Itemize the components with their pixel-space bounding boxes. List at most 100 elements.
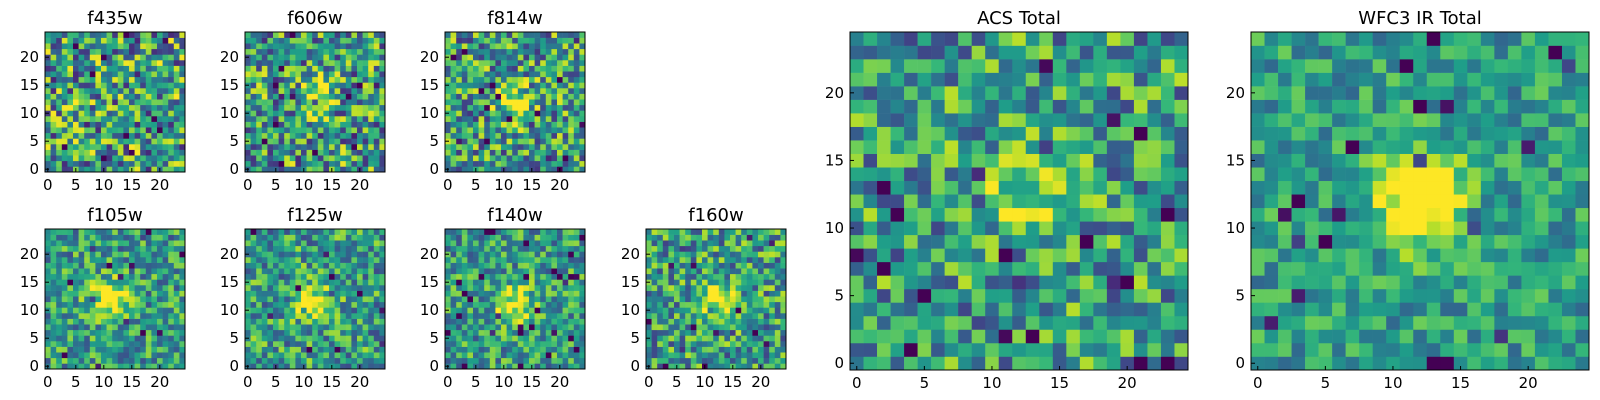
pixel-cell [707,352,714,359]
pixel-cell [373,65,380,72]
pixel-cell [368,127,375,134]
pixel-cell [295,104,302,111]
pixel-cell [495,121,502,128]
pixel-cell [679,324,686,331]
pixel-cell [517,127,524,134]
pixel-cell [674,329,680,336]
pixel-cell [256,88,263,94]
pixel-cell [123,279,130,286]
pixel-cell [685,229,692,235]
pixel-cell [568,99,575,106]
pixel-cell [78,65,85,72]
pixel-cell [123,363,130,370]
pixel-cell [151,82,158,89]
pixel-cell [84,144,91,150]
pixel-cell [78,43,85,50]
pixel-cell [501,229,507,235]
pixel-cell [685,346,692,353]
pixel-cell [450,76,457,83]
pixel-cell [1147,275,1162,290]
pixel-cell [735,335,742,342]
pixel-cell [523,127,530,134]
pixel-cell [1160,207,1175,222]
pixel-cell [106,116,113,122]
pixel-cell [1174,275,1189,290]
pixel-cell [685,335,692,342]
pixel-cell [473,352,479,359]
pixel-cell [456,144,463,150]
pixel-cell [73,329,79,336]
x-tick-label: 15 [322,176,341,194]
pixel-cell [73,138,79,145]
pixel-cell [267,37,274,44]
pixel-cell [579,166,586,173]
pixel-cell [345,346,352,353]
pixel-cell [56,149,63,156]
pixel-cell [657,234,664,241]
pixel-cell [685,307,692,314]
pixel-cell [368,229,375,235]
pixel-cell [168,273,175,280]
pixel-cell [985,167,1000,182]
pixel-cell [467,279,474,286]
pixel-cell [512,65,519,72]
pixel-cell [523,301,530,308]
pixel-cell [157,93,163,100]
pixel-cell [657,352,664,359]
pixel-cell [334,279,341,286]
pixel-cell [741,273,748,280]
pixel-cell [512,240,519,247]
pixel-cell [746,318,753,325]
pixel-cell [273,285,279,291]
pixel-cell [568,229,575,235]
pixel-cell [523,99,530,106]
pixel-cell [179,99,186,106]
pixel-cell [245,313,251,319]
pixel-cell [157,307,163,314]
pixel-cell [73,290,79,297]
pixel-cell [735,352,742,359]
pixel-cell [456,301,463,308]
pixel-cell [123,138,130,145]
pixel-cell [573,229,580,235]
pixel-cell [179,285,186,291]
pixel-cell [289,285,296,291]
pixel-cell [61,257,68,263]
pixel-cell [702,279,708,286]
pixel-cell [245,43,251,50]
pixel-cell [484,240,491,247]
pixel-cell [329,352,335,359]
pixel-cell [323,324,330,331]
pixel-cell [495,296,502,303]
pixel-cell [256,257,263,263]
pixel-cell [362,329,369,336]
pixel-cell [696,329,703,336]
pixel-cell [112,357,119,364]
pixel-cell [557,341,563,347]
pixel-cell [250,341,257,347]
pixel-cell [685,251,692,258]
pixel-cell [101,301,107,308]
pixel-cell [162,240,169,247]
pixel-cell [780,307,787,314]
pixel-cell [134,296,141,303]
pixel-cell [557,229,563,235]
pixel-cell [931,288,945,303]
pixel-cell [173,273,180,280]
pixel-cell [56,82,63,89]
pixel-cell [168,363,175,370]
pixel-cell [106,352,113,359]
pixel-cell [61,144,68,150]
pixel-cell [713,363,720,370]
pixel-cell [379,290,386,297]
pixel-cell [534,160,541,167]
pixel-cell [579,290,586,297]
pixel-cell [278,229,285,235]
pixel-cell [345,335,352,342]
pixel-cell [151,262,158,269]
pixel-cell [1160,329,1175,344]
pixel-cell [89,245,96,252]
pixel-cell [473,313,479,319]
pixel-cell [746,363,753,370]
pixel-cell [478,251,485,258]
